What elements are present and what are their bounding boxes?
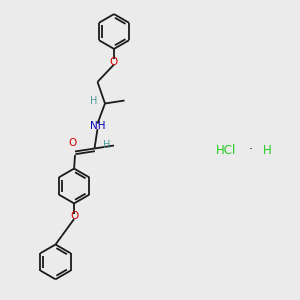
Text: O: O: [110, 56, 118, 67]
Text: ·: ·: [248, 143, 253, 157]
Text: H: H: [103, 140, 110, 151]
Text: H: H: [262, 143, 271, 157]
Text: H: H: [90, 95, 97, 106]
Text: O: O: [70, 211, 78, 221]
Text: HCl: HCl: [216, 143, 236, 157]
Text: O: O: [68, 138, 77, 148]
Text: NH: NH: [90, 121, 105, 131]
